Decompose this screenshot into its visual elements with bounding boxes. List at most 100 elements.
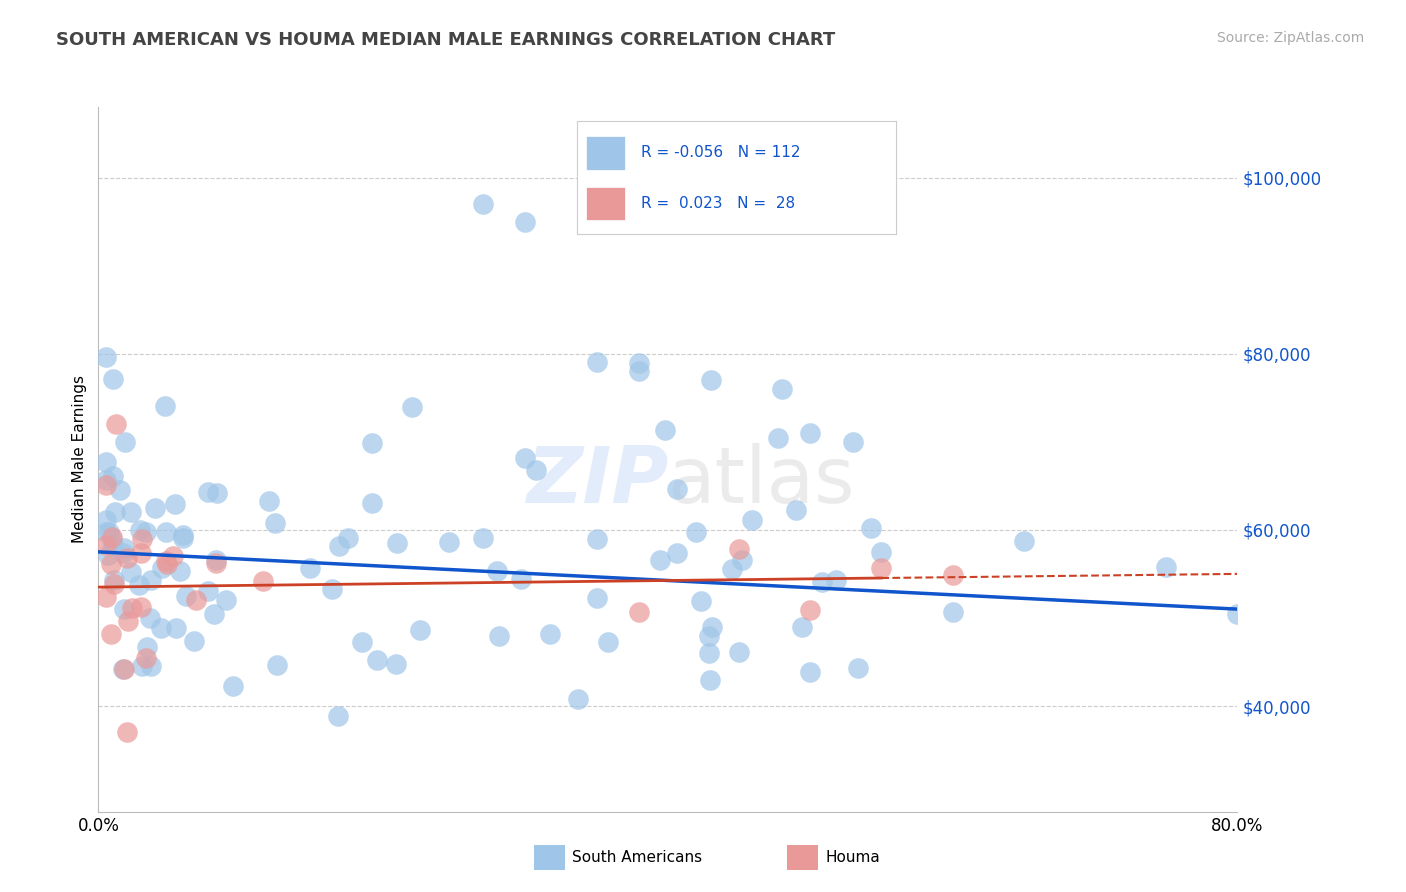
Point: [214, 593, 236, 607]
Text: South Americans: South Americans: [572, 850, 703, 864]
Point: [842, 434, 865, 449]
Point: [728, 644, 751, 658]
Point: [700, 620, 723, 634]
Point: [870, 561, 893, 575]
Point: [114, 434, 136, 449]
Point: [409, 623, 432, 637]
Point: [117, 614, 139, 628]
Point: [141, 574, 163, 588]
Point: [770, 382, 793, 396]
Point: [628, 356, 651, 370]
Point: [510, 572, 533, 586]
Point: [128, 578, 150, 592]
Text: SOUTH AMERICAN VS HOUMA MEDIAN MALE EARNINGS CORRELATION CHART: SOUTH AMERICAN VS HOUMA MEDIAN MALE EARN…: [56, 31, 835, 49]
Point: [259, 493, 281, 508]
Point: [129, 546, 152, 560]
Point: [697, 629, 720, 643]
Point: [172, 528, 194, 542]
Point: [515, 450, 537, 465]
Point: [202, 607, 225, 622]
Point: [766, 431, 789, 445]
Point: [401, 400, 423, 414]
Point: [97, 548, 120, 562]
Point: [299, 561, 322, 575]
Point: [328, 539, 350, 553]
Point: [586, 532, 609, 546]
Point: [942, 605, 965, 619]
Point: [186, 592, 208, 607]
Point: [1154, 560, 1177, 574]
Point: [596, 635, 619, 649]
Point: [103, 577, 125, 591]
Point: [585, 355, 607, 369]
Point: [252, 574, 274, 589]
Point: [741, 513, 763, 527]
Point: [101, 530, 124, 544]
Point: [131, 532, 153, 546]
Point: [104, 505, 127, 519]
Point: [699, 673, 721, 688]
Point: [524, 463, 547, 477]
Point: [366, 653, 388, 667]
Point: [697, 646, 720, 660]
Text: Source: ZipAtlas.com: Source: ZipAtlas.com: [1216, 31, 1364, 45]
Text: atlas: atlas: [668, 442, 855, 518]
Point: [129, 600, 152, 615]
Point: [94, 478, 117, 492]
Point: [1012, 534, 1035, 549]
Point: [336, 531, 359, 545]
Point: [488, 629, 510, 643]
Point: [101, 372, 124, 386]
Point: [439, 535, 461, 549]
Point: [155, 554, 177, 568]
Point: [101, 468, 124, 483]
Point: [942, 567, 965, 582]
Point: [731, 553, 754, 567]
Point: [328, 709, 350, 723]
Point: [94, 350, 117, 364]
Point: [205, 556, 228, 570]
Point: [811, 575, 834, 590]
Point: [162, 549, 184, 563]
Point: [685, 524, 707, 539]
Point: [143, 501, 166, 516]
Point: [848, 661, 870, 675]
Point: [139, 658, 162, 673]
Point: [163, 497, 186, 511]
Point: [471, 197, 494, 211]
Point: [870, 545, 893, 559]
Point: [728, 542, 751, 557]
Point: [799, 603, 821, 617]
Point: [321, 582, 343, 596]
Point: [650, 553, 672, 567]
Point: [115, 725, 138, 739]
Point: [699, 373, 721, 387]
Point: [665, 546, 688, 560]
Point: [790, 619, 813, 633]
Point: [785, 503, 807, 517]
Point: [120, 565, 142, 579]
Point: [94, 473, 117, 487]
Point: [98, 524, 121, 539]
Point: [799, 425, 821, 440]
Point: [150, 621, 173, 635]
Point: [387, 536, 409, 550]
Point: [350, 635, 373, 649]
Point: [628, 605, 651, 619]
Point: [131, 659, 153, 673]
Point: [111, 546, 134, 560]
Point: [486, 564, 509, 578]
Point: [538, 627, 561, 641]
Point: [361, 496, 384, 510]
Point: [128, 523, 150, 537]
Point: [100, 558, 122, 572]
Point: [197, 583, 219, 598]
Point: [472, 531, 495, 545]
Point: [94, 455, 117, 469]
Point: [94, 591, 117, 605]
Point: [104, 417, 127, 432]
Point: [135, 650, 157, 665]
Text: ZIP: ZIP: [526, 442, 668, 518]
Point: [222, 679, 245, 693]
Point: [94, 524, 117, 539]
